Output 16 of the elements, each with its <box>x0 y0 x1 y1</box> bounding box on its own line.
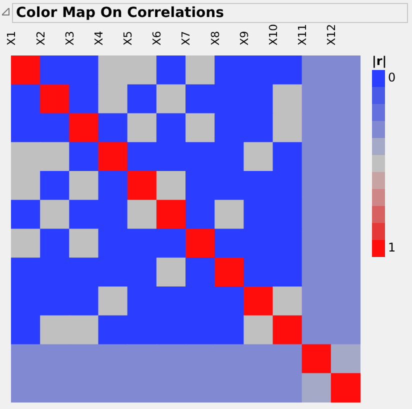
x-tick-label: X8 <box>208 30 222 46</box>
x-tick-label: X2 <box>34 30 48 46</box>
x-tick-label: X11 <box>296 24 310 46</box>
color-bar-title: |r| <box>372 54 387 68</box>
color-bar-label: 1 <box>388 240 396 255</box>
x-tick-label: X7 <box>180 30 193 46</box>
x-tick-label: X12 <box>325 24 338 46</box>
color-bar-label: 0 <box>388 70 396 85</box>
x-tick-label: X9 <box>238 30 251 46</box>
x-tick-label: X1 <box>5 30 18 46</box>
chart-title: Color Map On Correlations <box>16 5 224 21</box>
x-tick-label: X10 <box>266 24 280 46</box>
x-tick-label: X5 <box>122 30 135 46</box>
x-tick-label: X4 <box>92 30 106 46</box>
x-tick-label: X6 <box>150 30 164 46</box>
x-tick-label: X3 <box>63 30 76 46</box>
